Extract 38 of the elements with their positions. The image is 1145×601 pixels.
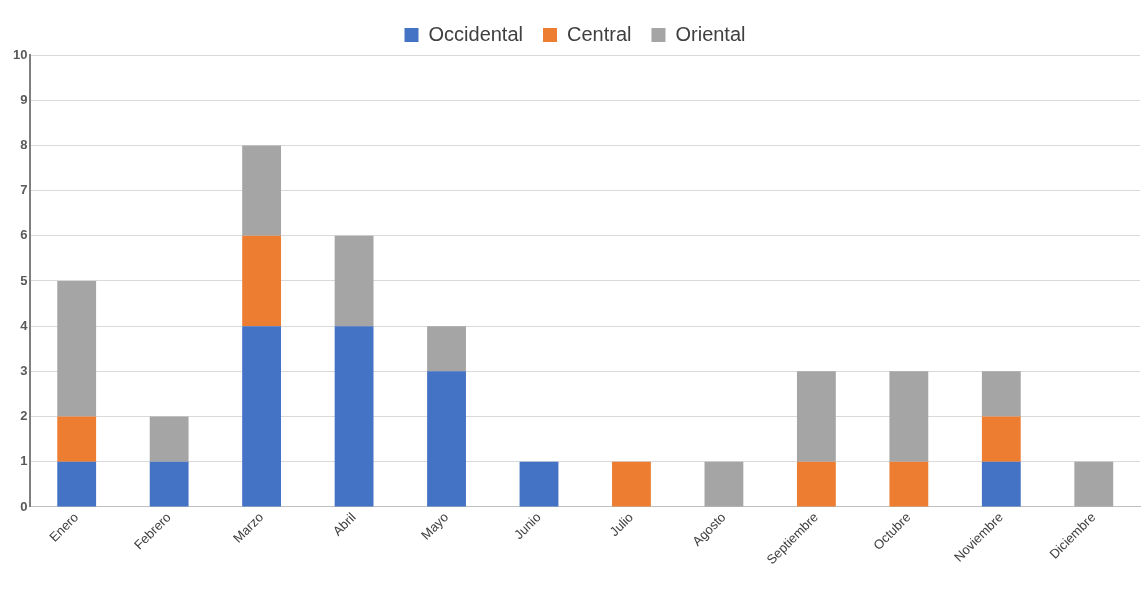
y-tick-label: 6	[20, 227, 28, 243]
bar	[981, 371, 1021, 417]
y-tick-label: 10	[12, 46, 28, 62]
bar	[889, 461, 929, 507]
bar	[242, 326, 282, 507]
bar	[427, 371, 466, 507]
bar	[242, 145, 282, 236]
bar	[57, 461, 97, 507]
bar	[981, 461, 1021, 507]
bar	[57, 416, 97, 462]
bar	[612, 461, 651, 507]
bar	[242, 235, 282, 327]
bar	[334, 326, 374, 507]
x-tick-label: Julio	[606, 509, 637, 540]
bar	[889, 371, 929, 462]
y-tick-label: 0	[20, 498, 28, 514]
y-tick-label: 4	[20, 317, 29, 333]
legend-label: Oriental	[675, 22, 746, 45]
bar	[796, 461, 836, 507]
legend-label: Central	[567, 22, 632, 45]
bar	[149, 416, 189, 462]
y-tick-label: 5	[20, 272, 28, 288]
bar	[334, 235, 374, 327]
bar	[149, 461, 189, 507]
bar	[704, 461, 744, 507]
y-tick-label: 8	[20, 136, 28, 152]
bar	[519, 461, 559, 507]
y-tick-label: 3	[20, 362, 28, 378]
bar	[1074, 461, 1114, 507]
legend-label: Occidental	[428, 22, 523, 45]
bar	[57, 280, 97, 417]
y-tick-label: 2	[20, 408, 28, 424]
y-tick-label: 7	[20, 182, 28, 198]
bar	[981, 416, 1021, 462]
y-tick-label: 9	[20, 91, 28, 107]
y-tick-label: 1	[20, 453, 28, 469]
bar	[796, 371, 836, 462]
bar	[427, 326, 466, 372]
